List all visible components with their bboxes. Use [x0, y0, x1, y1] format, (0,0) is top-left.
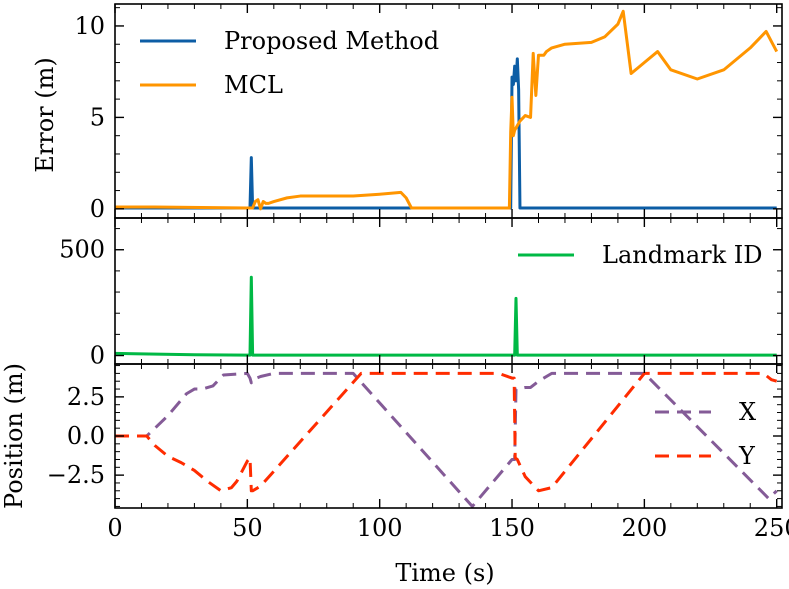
- series-line-x: [115, 371, 778, 508]
- y-tick-label: 0.0: [67, 422, 105, 450]
- y-tick-label: 0: [90, 342, 105, 370]
- y-tick-label: 2.5: [67, 383, 105, 411]
- panel-position: −2.5 0.0 2.5 XY: [47, 363, 783, 509]
- y-tick-label: 5: [90, 103, 105, 131]
- x-tick-label: 0: [107, 514, 122, 542]
- panel-error: 0 5 10 Proposed Method MCL: [74, 3, 783, 223]
- legend-label: X: [739, 398, 756, 426]
- legend-position: XY: [655, 398, 756, 470]
- series-line-landmark-id: [115, 275, 777, 357]
- legend-landmark: Landmark ID: [518, 241, 763, 269]
- legend-label: Landmark ID: [602, 241, 763, 269]
- axes-frame-error: [114, 3, 783, 219]
- legend-label: MCL: [224, 71, 283, 99]
- legend-label: Y: [738, 442, 756, 470]
- y-axis-label-position: Position (m): [0, 363, 28, 509]
- x-tick-label: 200: [621, 514, 667, 542]
- y-tick-label: 10: [74, 12, 105, 40]
- legend-label: Proposed Method: [224, 27, 439, 55]
- series-line-proposed-method: [115, 57, 777, 210]
- x-tick-label: 50: [232, 514, 263, 542]
- legend-error: Proposed Method MCL: [140, 27, 439, 99]
- axes-frame-landmark: [114, 217, 783, 365]
- y-tick-label: 500: [59, 236, 105, 264]
- panel-landmark: 0 500 Landmark ID: [59, 217, 783, 370]
- series-line-mcl: [115, 9, 779, 211]
- x-tick-label: 250: [754, 514, 789, 542]
- series-line-y: [115, 371, 778, 493]
- y-axis-label-error: Error (m): [31, 57, 59, 173]
- y-tick-label: 0: [90, 195, 105, 223]
- x-axis-label: Time (s): [395, 559, 494, 587]
- x-tick-label: 150: [489, 514, 535, 542]
- y-tick-label: −2.5: [47, 461, 105, 489]
- x-tick-label: 100: [357, 514, 403, 542]
